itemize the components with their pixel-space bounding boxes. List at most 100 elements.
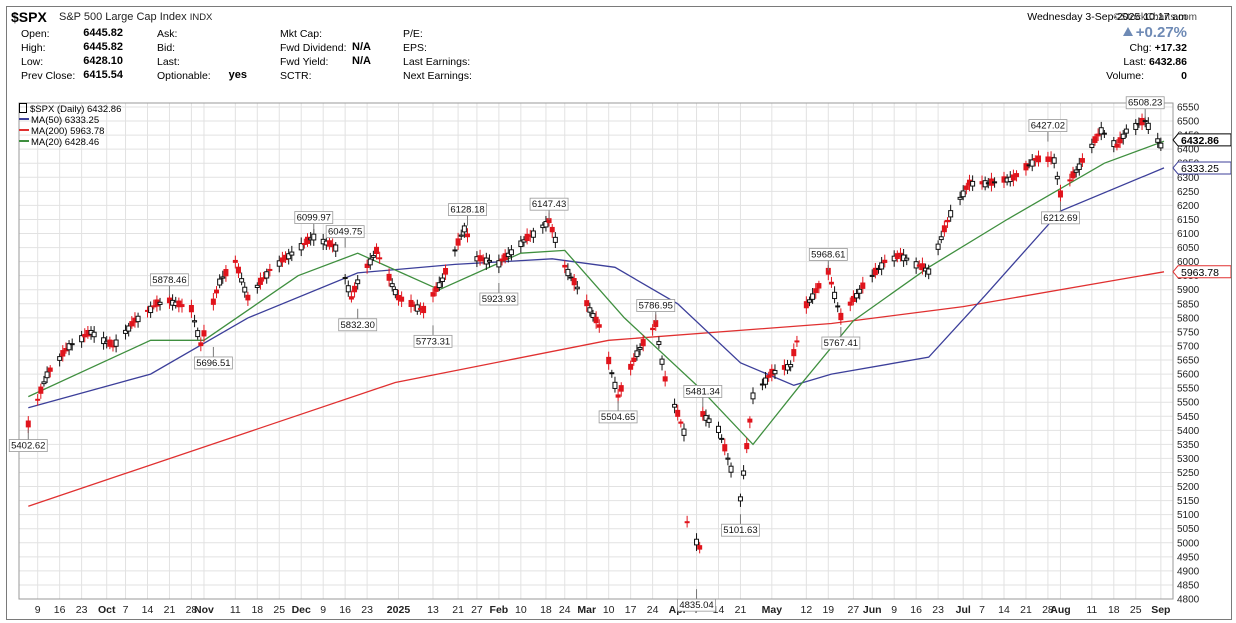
candle-body (1123, 128, 1129, 134)
candle-body (79, 335, 85, 343)
pct-change: +0.27% (1122, 24, 1187, 41)
candle-body (810, 293, 816, 300)
candle-body (587, 307, 593, 313)
candle-body (232, 259, 238, 263)
candle-body (706, 418, 712, 423)
price-chart[interactable]: 4800 4850 4900 4950 5000 5050 5100 5150 5200 5250… (7, 7, 1231, 619)
candle-body (828, 281, 834, 285)
y-tick-label: 6300 (1177, 173, 1200, 184)
annotation-box (448, 203, 487, 216)
candle-body (926, 268, 932, 275)
y-tick-label: 4950 (1177, 552, 1200, 563)
candle-body (348, 296, 354, 300)
y-tick-label: 6150 (1177, 215, 1200, 226)
candle-body (640, 339, 646, 347)
fwddiv-value: N/A (352, 41, 371, 53)
annotation-label: 5696.51 (196, 358, 230, 369)
y-tick-label: 5050 (1177, 524, 1200, 535)
x-tick-label: 21 (735, 604, 747, 616)
quote-panel: Open: 6445.82 High: 6445.82 Low: 6428.10… (7, 11, 1231, 101)
y-tick-label: 5700 (1177, 341, 1200, 352)
candle-body (960, 190, 966, 198)
candle-body (367, 258, 373, 266)
candle-body (744, 443, 750, 450)
candle-body (301, 243, 307, 246)
candle-body (596, 324, 602, 328)
x-tick-label: 10 (515, 604, 527, 616)
y-tick-label: 6050 (1177, 243, 1200, 254)
candle-body (135, 315, 141, 323)
candle-body (1057, 190, 1063, 198)
candle-body (326, 240, 332, 247)
x-tick-label: 7 (979, 604, 985, 616)
candle-body (235, 266, 241, 274)
annotation-box (338, 318, 378, 332)
candle-body (214, 289, 220, 294)
last-label: Last: (157, 56, 180, 68)
candle-body (618, 385, 624, 392)
index-name: S&P 500 Large Cap Index INDX (59, 11, 212, 23)
ma20-line (28, 140, 1165, 446)
candle-body (461, 225, 467, 233)
ma200-line-icon (19, 129, 29, 131)
annotation-box (821, 336, 861, 350)
y-tick-label: 6400 (1177, 145, 1200, 156)
candle-body (1158, 142, 1164, 149)
index-full-name: S&P 500 Large Cap Index (59, 11, 187, 23)
candle-body (719, 437, 725, 440)
candle-body (609, 372, 615, 375)
candle-body (574, 286, 580, 290)
candle-body (66, 343, 72, 351)
y-tick-label: 4800 (1177, 595, 1200, 606)
candle-body (945, 219, 951, 223)
annotation-box (479, 292, 519, 306)
candle-body (1101, 132, 1107, 135)
annotation-label: 5773.31 (416, 336, 450, 347)
candle-body (700, 411, 706, 417)
candle-body (223, 269, 229, 277)
x-tick-label: 28 (1042, 604, 1054, 616)
candle-body (436, 282, 442, 288)
candle-body (565, 268, 571, 277)
y-tick-label: 6200 (1177, 201, 1200, 212)
candle-body (606, 356, 612, 365)
x-tick-label: 24 (647, 604, 659, 616)
candle-body (694, 538, 700, 546)
candle-body (552, 236, 558, 243)
annotation-box (150, 273, 189, 287)
annotation-label: 5968.61 (811, 249, 845, 260)
annotation-label: 6508.23 (1128, 98, 1162, 109)
x-tick-label: 23 (932, 604, 944, 616)
candle-body (57, 356, 63, 361)
candle-body (1120, 133, 1126, 139)
candle-body (584, 300, 590, 307)
candle-body (766, 375, 772, 378)
candle-body (794, 340, 800, 343)
annotation-box (636, 299, 676, 312)
legend-ma20-label: MA(20) 6428.46 (31, 137, 100, 148)
candle-body (254, 284, 260, 288)
candle-body (703, 415, 709, 421)
y-tick-label: 5900 (1177, 285, 1200, 296)
candle-body (772, 369, 778, 375)
candle-body (1079, 158, 1085, 163)
candle-body (286, 253, 292, 260)
open-value: 6445.82 (83, 27, 123, 39)
y-tick-label: 5400 (1177, 426, 1200, 437)
candle-body (455, 238, 461, 246)
annotation-label: 6128.18 (450, 205, 484, 216)
y-tick-label: 5250 (1177, 468, 1200, 479)
candle-body (747, 418, 753, 423)
legend-price-label: $SPX (Daily) 6432.86 (30, 104, 122, 115)
candle-body (408, 299, 414, 307)
stockcharts-brand[interactable]: ©StockCharts.com (1113, 12, 1197, 23)
y-tick-label: 5200 (1177, 482, 1200, 493)
candle-body (788, 363, 794, 368)
y-tick-label: 5550 (1177, 384, 1200, 395)
annotation-box (721, 523, 760, 537)
open-label: Open: (21, 28, 50, 40)
ma20-line-icon (19, 140, 29, 142)
x-tick-label: 21 (1020, 604, 1032, 616)
candle-body (289, 251, 295, 256)
ma50-line (28, 167, 1165, 409)
